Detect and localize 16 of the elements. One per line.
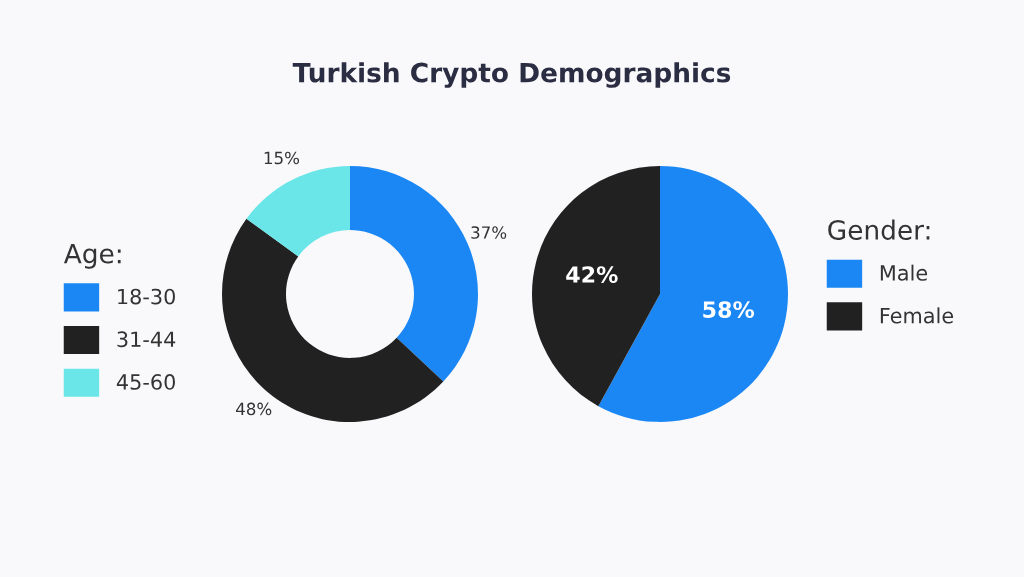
legend-title: Gender: [828, 219, 930, 240]
legend-label: Male [880, 264, 928, 281]
legend-title: Age: [63, 243, 121, 269]
data-label: 37% [471, 226, 507, 239]
pie-slice [532, 166, 660, 407]
legend-label: 45-60 [116, 374, 175, 390]
data-label: 42% [566, 266, 618, 283]
chart-title: Turkish Crypto Demographics [292, 62, 731, 88]
donut-slice [222, 218, 444, 422]
data-label: 58% [703, 301, 755, 318]
data-label: 15% [264, 151, 300, 165]
legend-label: 31-44 [117, 331, 176, 348]
donut-slice [246, 166, 350, 257]
legend-label: Female [880, 307, 954, 324]
legend-label: 18-30 [118, 288, 175, 305]
data-label: 48% [236, 402, 272, 416]
